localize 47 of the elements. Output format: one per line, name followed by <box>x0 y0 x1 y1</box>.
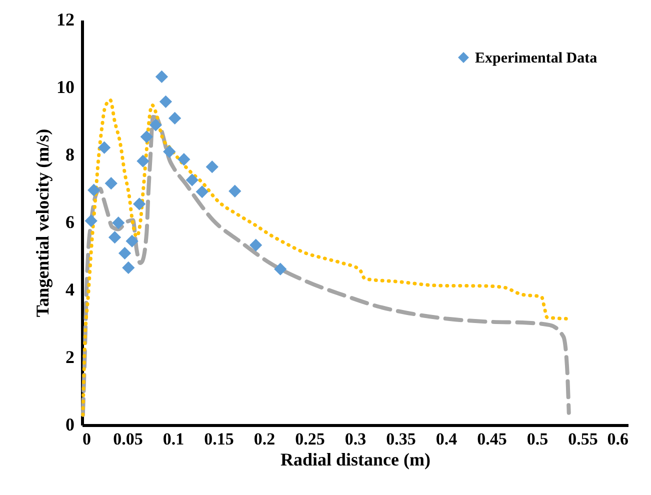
point <box>163 145 176 158</box>
x-tick-label: 0.45 <box>477 430 507 448</box>
y-tick-label: 10 <box>56 77 74 97</box>
x-tick-label: 0.3 <box>344 430 366 448</box>
point <box>206 160 218 174</box>
x-tick-label: 0.15 <box>204 430 234 448</box>
point <box>133 198 146 210</box>
x-tick-label: 0.2 <box>254 430 276 448</box>
point <box>112 216 125 230</box>
x-tick-label: 0.55 <box>568 430 598 448</box>
x-tick-label: 0.05 <box>113 430 143 448</box>
point <box>149 118 162 132</box>
x-tick-label: 0.35 <box>386 430 416 448</box>
point <box>84 214 98 228</box>
point <box>249 238 262 252</box>
point <box>196 185 208 198</box>
x-tick-label: 0.6 <box>607 430 628 448</box>
x-tick-label: 0 <box>82 430 91 448</box>
y-tick-label: 6 <box>66 212 74 232</box>
point <box>108 231 122 244</box>
point <box>122 261 135 274</box>
point <box>178 153 190 166</box>
x-axis-title: Radial distance (m) <box>280 450 430 470</box>
y-tick-label: 2 <box>66 347 74 367</box>
point <box>88 184 100 196</box>
point <box>140 130 153 144</box>
x-tick-label: 0.4 <box>436 430 458 448</box>
point <box>136 154 150 168</box>
point <box>274 262 287 276</box>
legend-label: Experimental Data <box>475 50 598 66</box>
point <box>228 184 242 198</box>
x-tick-label: 0.25 <box>295 430 325 448</box>
point <box>104 177 118 190</box>
x-tick-label: 0.1 <box>162 430 184 448</box>
y-tick-label: 12 <box>56 10 74 30</box>
y-tick-label: 4 <box>66 280 74 300</box>
y-tick-label: 0 <box>66 414 74 434</box>
point <box>159 95 172 108</box>
point <box>168 112 182 125</box>
y-axis-title: Tangential velocity (m/s) <box>32 128 52 318</box>
point <box>98 141 111 154</box>
point <box>155 70 168 84</box>
point <box>126 234 138 248</box>
point <box>186 174 198 186</box>
y-tick-label: 8 <box>66 144 74 164</box>
point <box>118 246 132 260</box>
x-tick-label: 0.5 <box>526 430 548 448</box>
